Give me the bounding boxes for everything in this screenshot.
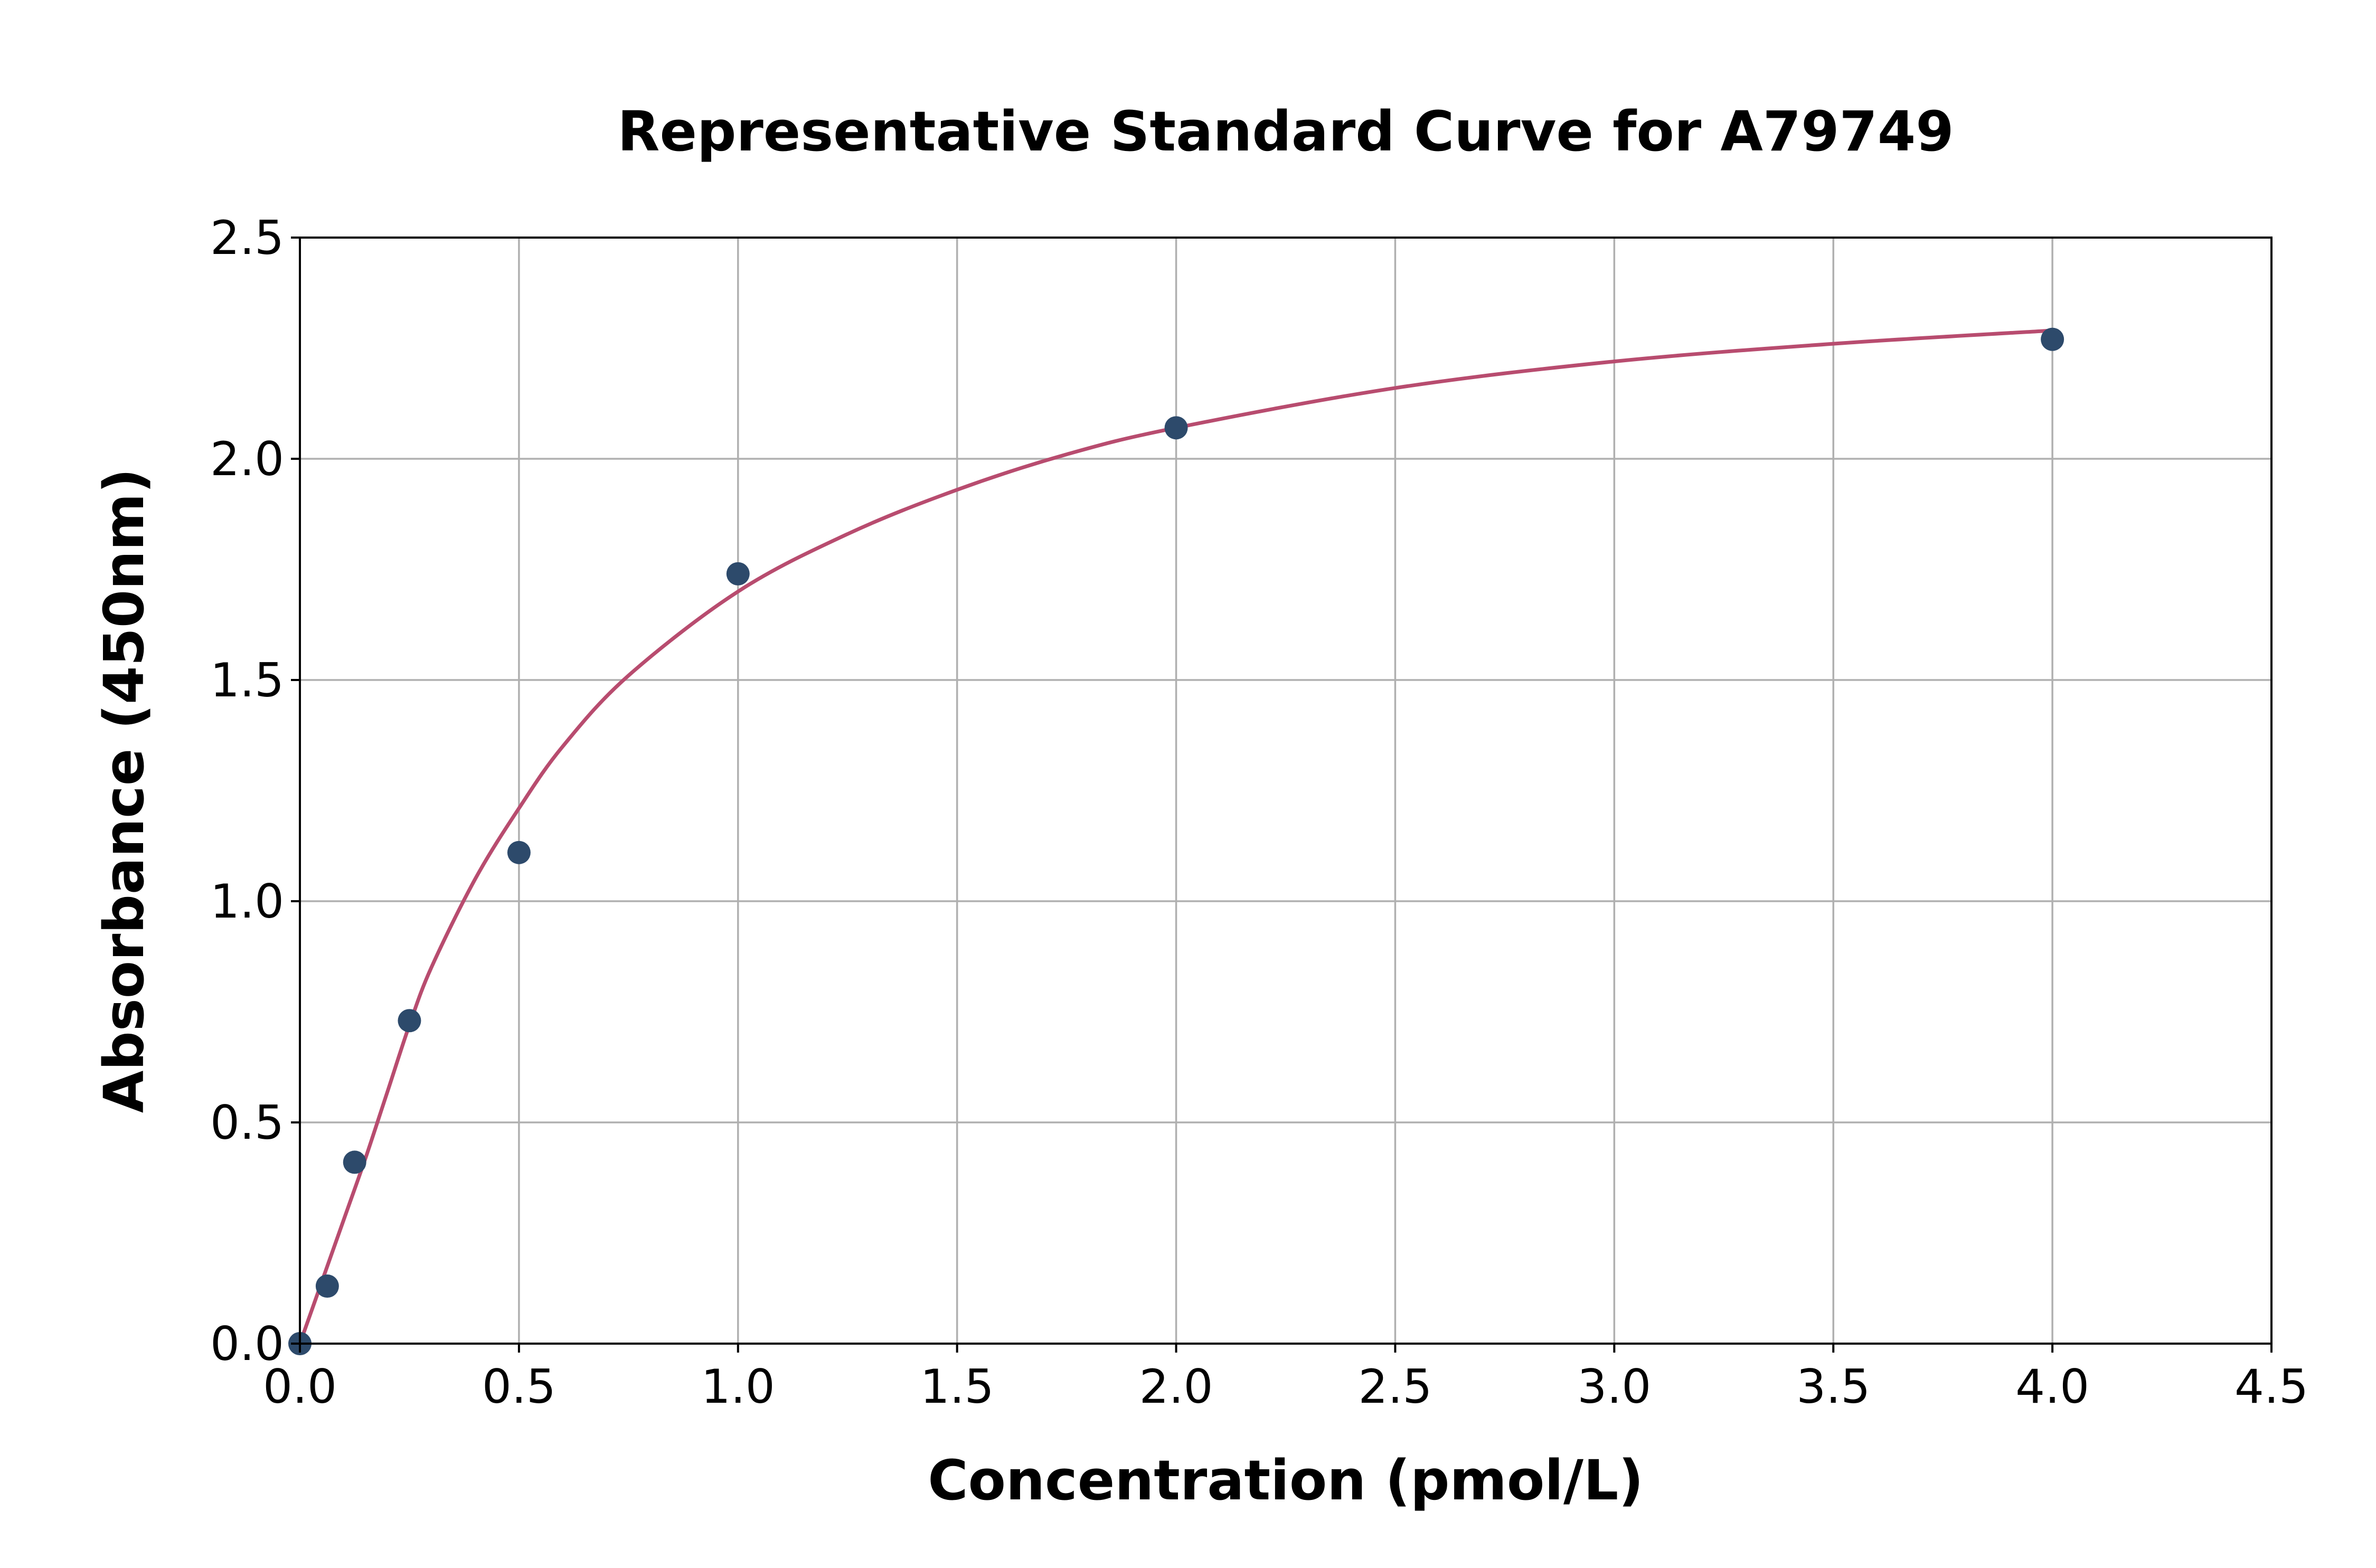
- ticks: 0.0 0.5 1.0 1.5 2.0 2.5 3.0 3.5 4.0 4.5 0.0 0.5 1.0 1…: [210, 211, 2308, 1414]
- y-tick-label: 0.5: [210, 1095, 284, 1150]
- x-tick-label: 2.5: [1358, 1359, 1432, 1414]
- data-point: [2041, 327, 2064, 351]
- x-tick-label: 3.0: [1577, 1359, 1651, 1414]
- y-tick-label: 2.5: [210, 211, 284, 265]
- y-axis-label: Absorbance (450nm): [92, 468, 156, 1113]
- y-tick-label: 1.0: [210, 874, 284, 929]
- x-tick-label: 1.0: [701, 1359, 775, 1414]
- x-tick-label: 4.0: [2015, 1359, 2089, 1414]
- y-tick-label: 0.0: [210, 1317, 284, 1371]
- data-point: [726, 562, 750, 585]
- data-point: [398, 1009, 421, 1033]
- x-axis-label: Concentration (pmol/L): [928, 1448, 1644, 1513]
- y-tick-label: 1.5: [210, 653, 284, 707]
- x-tick-label: 1.5: [920, 1359, 994, 1414]
- x-tick-label: 0.5: [482, 1359, 556, 1414]
- data-points-layer: [288, 327, 2064, 1355]
- x-tick-label: 0.0: [263, 1359, 337, 1414]
- fitted-curve-layer: [298, 328, 2054, 1346]
- data-point: [1164, 416, 1188, 440]
- plot-frame: [299, 237, 2273, 1345]
- x-tick-label: 3.5: [1796, 1359, 1870, 1414]
- data-point: [343, 1150, 366, 1174]
- x-tick-label: 4.5: [2234, 1359, 2308, 1414]
- chart-title: Representative Standard Curve for A79749: [617, 99, 1954, 164]
- fitted-curve: [298, 328, 2054, 1346]
- x-tick-label: 2.0: [1139, 1359, 1213, 1414]
- y-tick-label: 2.0: [210, 432, 284, 486]
- data-point: [507, 840, 531, 864]
- data-point: [315, 1274, 339, 1298]
